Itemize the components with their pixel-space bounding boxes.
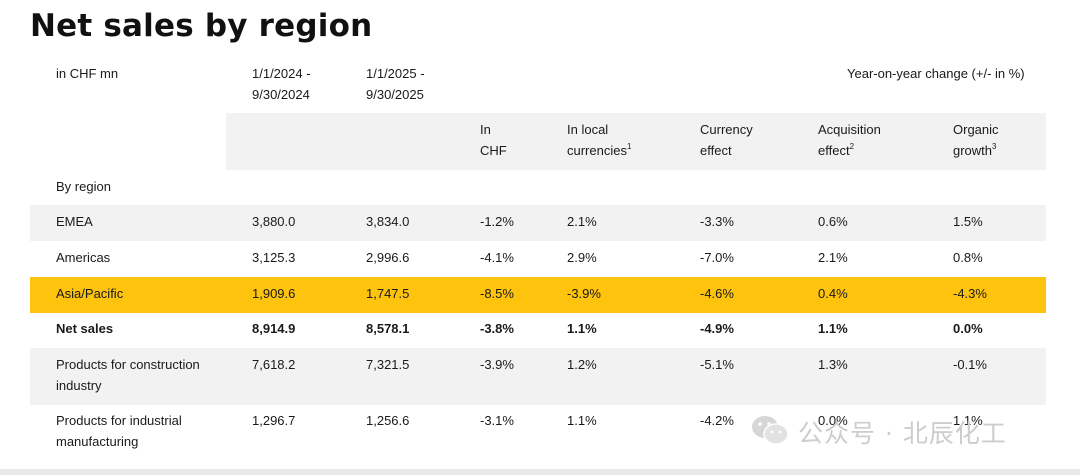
cell-currency: -4.2%	[700, 413, 734, 428]
cell-organic: 1.5%	[953, 214, 983, 229]
unit-label: in CHF mn	[56, 66, 119, 81]
cell-curr: 2,996.6	[366, 250, 410, 265]
cell-currency: -3.3%	[700, 214, 734, 229]
wechat-icon	[750, 413, 790, 452]
cell-curr: 1,747.5	[366, 286, 410, 301]
yoy-label: Year-on-year change (+/- in %)	[847, 66, 1025, 81]
cell-prev: 8,914.9	[252, 321, 296, 336]
cell-prev: 1,296.7	[252, 413, 296, 428]
cell-local: -3.9%	[567, 286, 601, 301]
col-organic-line1: Organic	[953, 122, 999, 137]
period-prev-line1: 1/1/2024 -	[252, 66, 311, 81]
page-title: Net sales by region	[30, 8, 373, 44]
col-organic-line2: growth3	[953, 142, 997, 159]
cell-acquisition: 0.4%	[818, 286, 848, 301]
col-currency-line1: Currency	[700, 122, 753, 137]
col-local-line2: currencies1	[567, 142, 632, 159]
cell-local: 1.2%	[567, 357, 597, 372]
col-currency-line2: effect	[700, 143, 732, 158]
cell-chf: -8.5%	[480, 286, 514, 301]
watermark: 公众号 · 北辰化工	[750, 414, 1007, 450]
cell-prev: 7,618.2	[252, 357, 296, 372]
cell-local: 1.1%	[567, 413, 597, 428]
cell-chf: -3.1%	[480, 413, 514, 428]
period-curr-line2: 9/30/2025	[366, 87, 424, 102]
period-prev-line2: 9/30/2024	[252, 87, 310, 102]
cell-organic: -4.3%	[953, 286, 987, 301]
cell-chf: -3.8%	[480, 321, 514, 336]
row-label: EMEA	[56, 214, 93, 229]
cell-organic: 0.8%	[953, 250, 983, 265]
cell-acquisition: 0.6%	[818, 214, 848, 229]
cell-local: 1.1%	[567, 321, 597, 336]
cell-currency: -7.0%	[700, 250, 734, 265]
col-local-line1: In local	[567, 122, 609, 137]
cell-acquisition: 2.1%	[818, 250, 848, 265]
column-header-band	[226, 113, 1046, 170]
row-label-line1: Products for industrial	[56, 413, 182, 428]
section-label-by-region: By region	[56, 179, 111, 194]
row-label: Americas	[56, 250, 111, 265]
cell-curr: 7,321.5	[366, 357, 410, 372]
cell-currency: -5.1%	[700, 357, 734, 372]
col-in-chf-line1: In	[480, 122, 491, 137]
row-bg-construction	[30, 348, 1046, 405]
cell-curr: 3,834.0	[366, 214, 410, 229]
col-acquisition-line2: effect2	[818, 142, 855, 159]
bottom-divider	[0, 469, 1080, 475]
cell-curr: 1,256.6	[366, 413, 410, 428]
cell-local: 2.1%	[567, 214, 597, 229]
row-bg-emea	[30, 205, 1046, 241]
cell-prev: 1,909.6	[252, 286, 296, 301]
cell-acquisition: 1.3%	[818, 357, 848, 372]
cell-prev: 3,880.0	[252, 214, 296, 229]
col-acquisition-line1: Acquisition	[818, 122, 881, 137]
row-label-line1: Products for construction	[56, 357, 200, 372]
col-in-chf-line2: CHF	[480, 143, 507, 158]
row-label-line2: manufacturing	[56, 434, 139, 449]
row-bg-asia-pacific	[30, 277, 1046, 313]
cell-prev: 3,125.3	[252, 250, 296, 265]
cell-chf: -1.2%	[480, 214, 514, 229]
row-label: Net sales	[56, 321, 114, 336]
cell-curr: 8,578.1	[366, 321, 410, 336]
cell-chf: -4.1%	[480, 250, 514, 265]
row-label-line2: industry	[56, 378, 102, 393]
cell-acquisition: 1.1%	[818, 321, 848, 336]
cell-organic: 1.1%	[953, 413, 983, 428]
cell-currency: -4.6%	[700, 286, 734, 301]
cell-currency: -4.9%	[700, 321, 734, 336]
cell-organic: -0.1%	[953, 357, 987, 372]
cell-organic: 0.0%	[953, 321, 983, 336]
cell-local: 2.9%	[567, 250, 597, 265]
cell-chf: -3.9%	[480, 357, 514, 372]
watermark-text: 公众号 · 北辰化工	[798, 419, 1007, 448]
cell-acquisition: 0.0%	[818, 413, 848, 428]
row-label: Asia/Pacific	[56, 286, 124, 301]
period-curr-line1: 1/1/2025 -	[366, 66, 425, 81]
